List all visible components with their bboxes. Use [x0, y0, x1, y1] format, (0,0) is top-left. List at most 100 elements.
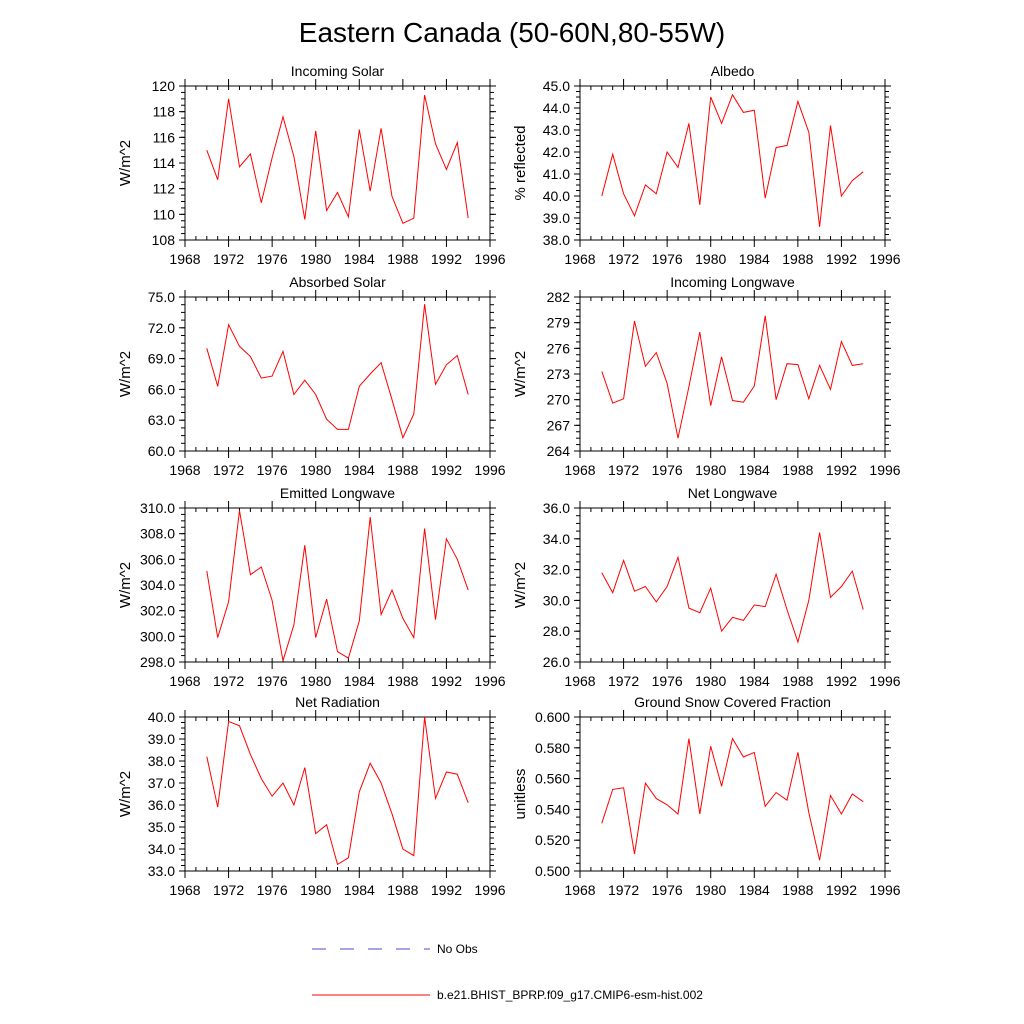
y-tick-label: 69.0: [148, 351, 175, 367]
legend-model-label: b.e21.BHIST_BPRP.f09_g17.CMIP6-esm-hist.…: [437, 988, 703, 1002]
series-line: [601, 737, 864, 861]
panel-title: Emitted Longwave: [280, 485, 395, 501]
x-tick-label: 1972: [608, 882, 639, 898]
x-tick-label: 1988: [782, 462, 813, 478]
legend: No Obs b.e21.BHIST_BPRP.f09_g17.CMIP6-es…: [312, 942, 703, 1002]
x-tick-label: 1988: [387, 673, 418, 689]
x-tick-label: 1976: [652, 673, 683, 689]
y-tick-label: 75.0: [148, 289, 175, 305]
panel-incoming-longwave: 1968 1972 1976 1980 1984 1988 1992 1996 264 267 27…: [512, 274, 901, 478]
y-tick-label: 298.0: [140, 654, 175, 670]
y-tick-label: 282: [547, 289, 571, 305]
x-tick-label: 1972: [213, 462, 244, 478]
y-tick-label: 112: [153, 181, 176, 197]
x-tick-label: 1976: [257, 673, 288, 689]
x-tick-label: 1980: [300, 462, 331, 478]
x-tick-label: 1988: [782, 251, 813, 267]
panel-title: Incoming Longwave: [670, 274, 795, 290]
x-tick-label: 1996: [474, 673, 505, 689]
y-tick-label: 36.0: [148, 797, 175, 813]
y-axis-label: % reflected: [512, 125, 529, 200]
y-tick-label: 302.0: [140, 603, 175, 619]
series-line: [601, 532, 864, 644]
plot-frame: [579, 85, 886, 241]
x-tick-label: 1968: [169, 462, 200, 478]
y-tick-label: 45.0: [543, 78, 570, 94]
y-tick-label: 310.0: [140, 500, 175, 516]
y-tick-label: 44.0: [543, 100, 570, 116]
x-tick-label: 1972: [608, 251, 639, 267]
panel-title: Absorbed Solar: [289, 274, 386, 290]
series-line: [206, 510, 469, 661]
plot-frame: [184, 716, 491, 872]
panel-net-radiation: 1968 1972 1976 1980 1984 1988 1992 1996 33.0 34.0…: [117, 694, 506, 898]
x-tick-label: 1984: [344, 882, 375, 898]
panels: 1968 1972 1976 1980 1984 1988 1992 1996 108 110 11…: [117, 63, 901, 898]
x-tick-label: 1968: [564, 251, 595, 267]
y-axis-label: W/m^2: [512, 562, 529, 608]
x-tick-label: 1980: [300, 882, 331, 898]
y-tick-label: 273: [547, 366, 571, 382]
x-tick-label: 1984: [344, 251, 375, 267]
y-tick-label: 114: [153, 155, 176, 171]
y-tick-label: 116: [153, 129, 176, 145]
y-tick-label: 0.500: [535, 863, 570, 879]
y-tick-label: 108: [152, 232, 176, 248]
y-tick-label: 39.0: [543, 210, 570, 226]
x-tick-label: 1968: [564, 882, 595, 898]
y-tick-label: 120: [152, 78, 176, 94]
y-tick-label: 40.0: [148, 709, 175, 725]
x-tick-label: 1980: [695, 251, 726, 267]
x-tick-label: 1988: [782, 673, 813, 689]
y-tick-label: 26.0: [543, 654, 570, 670]
panel-incoming-solar: 1968 1972 1976 1980 1984 1988 1992 1996 108 110 11…: [117, 63, 506, 267]
x-tick-label: 1984: [739, 673, 770, 689]
y-tick-label: 32.0: [543, 562, 570, 578]
plot-frame: [184, 296, 491, 452]
series-line: [206, 304, 469, 440]
series-line: [601, 315, 864, 439]
y-tick-label: 43.0: [543, 122, 570, 138]
x-tick-label: 1988: [387, 251, 418, 267]
y-tick-label: 276: [547, 340, 571, 356]
x-tick-label: 1984: [344, 673, 375, 689]
x-tick-label: 1996: [869, 882, 900, 898]
figure-title: Eastern Canada (50-60N,80-55W): [299, 17, 725, 48]
y-tick-label: 264: [547, 443, 571, 459]
panel-title: Albedo: [711, 63, 755, 79]
y-tick-label: 267: [547, 417, 571, 433]
x-tick-label: 1976: [652, 462, 683, 478]
x-tick-label: 1968: [169, 673, 200, 689]
series-line: [206, 94, 469, 224]
x-tick-label: 1972: [213, 673, 244, 689]
series-line: [601, 93, 864, 227]
y-tick-label: 0.560: [535, 771, 570, 787]
x-tick-label: 1972: [213, 251, 244, 267]
x-tick-label: 1984: [344, 462, 375, 478]
panel-ground-snow-covered-fraction: 1968 1972 1976 1980 1984 1988 1992 1996 0.500 0.5…: [512, 694, 901, 898]
x-tick-label: 1976: [257, 462, 288, 478]
x-tick-label: 1992: [826, 462, 857, 478]
panel-absorbed-solar: 1968 1972 1976 1980 1984 1988 1992 1996 60.0 63.0…: [117, 274, 506, 478]
panel-emitted-longwave: 1968 1972 1976 1980 1984 1988 1992 1996 298.0 300…: [117, 485, 506, 689]
y-tick-label: 30.0: [543, 592, 570, 608]
plot-frame: [579, 507, 886, 663]
x-tick-label: 1992: [431, 462, 462, 478]
x-tick-label: 1980: [300, 251, 331, 267]
x-tick-label: 1980: [695, 673, 726, 689]
y-tick-label: 0.540: [535, 801, 570, 817]
panel-title: Net Radiation: [295, 694, 380, 710]
x-tick-label: 1992: [431, 673, 462, 689]
y-axis-label: unitless: [512, 769, 529, 820]
y-tick-label: 279: [547, 315, 571, 331]
series-line: [206, 716, 469, 866]
y-tick-label: 110: [153, 206, 176, 222]
panel-title: Net Longwave: [688, 485, 778, 501]
y-tick-label: 34.0: [543, 531, 570, 547]
y-tick-label: 306.0: [140, 551, 175, 567]
x-tick-label: 1992: [826, 251, 857, 267]
x-tick-label: 1968: [169, 251, 200, 267]
y-tick-label: 36.0: [543, 500, 570, 516]
x-tick-label: 1992: [826, 882, 857, 898]
